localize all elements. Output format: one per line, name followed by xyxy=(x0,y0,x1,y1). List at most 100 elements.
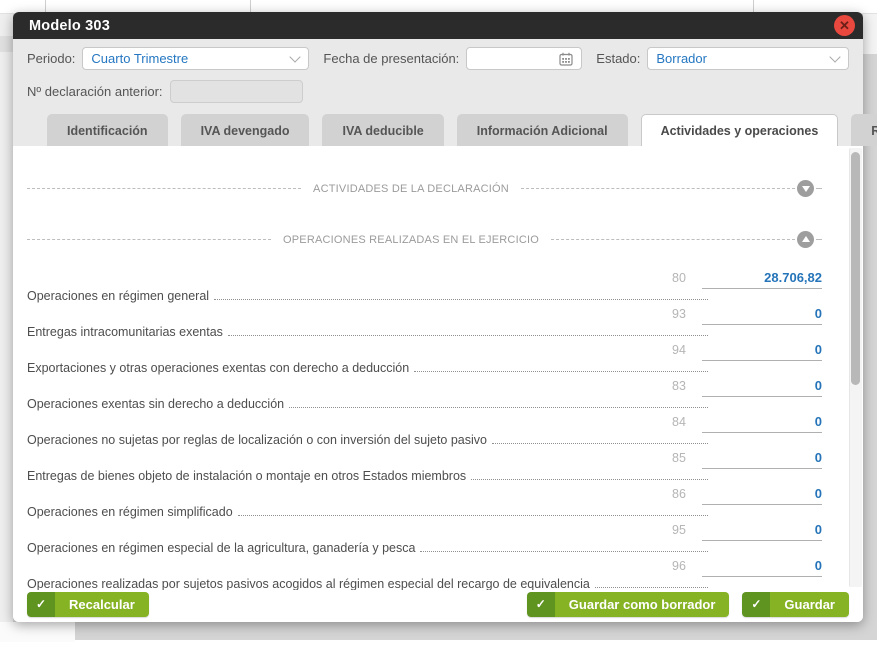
dotted-leader xyxy=(289,407,708,408)
form-row-2: Nº declaración anterior: xyxy=(27,80,849,103)
dashed-divider xyxy=(27,188,302,189)
form-header-area: Periodo: Cuarto Trimestre Fecha de prese… xyxy=(13,39,877,146)
operation-row: 83 0 Operaciones exentas sin derecho a d… xyxy=(27,376,822,412)
fecha-input[interactable] xyxy=(466,47,583,70)
operation-row-label-line: Operaciones no sujetas por reglas de loc… xyxy=(27,433,710,447)
tab-iva-deducible[interactable]: IVA deducible xyxy=(322,114,444,146)
tab-label: Actividades y operaciones xyxy=(660,123,819,138)
operation-row-label-line: Operaciones en régimen especial de la ag… xyxy=(27,541,710,555)
operation-row-values: 83 0 xyxy=(672,378,822,397)
operation-row-label-line: Entregas de bienes objeto de instalación… xyxy=(27,469,710,483)
operation-row: 94 0 Exportaciones y otras operaciones e… xyxy=(27,340,822,376)
tab-iva-devengado[interactable]: IVA devengado xyxy=(180,114,310,146)
chevron-down-icon xyxy=(829,50,841,63)
operation-label: Operaciones en régimen simplificado xyxy=(27,505,233,519)
value-input[interactable]: 28.706,82 xyxy=(702,270,822,289)
section-header-operaciones: OPERACIONES REALIZADAS EN EL EJERCICIO xyxy=(27,231,823,248)
operation-row-values: 86 0 xyxy=(672,486,822,505)
dialog-title: Modelo 303 xyxy=(29,17,110,34)
operation-row-values: 95 0 xyxy=(672,522,822,541)
operation-row: 86 0 Operaciones en régimen simplificado xyxy=(27,484,822,520)
close-button[interactable]: ✕ xyxy=(834,15,855,36)
box-number: 95 xyxy=(672,523,686,537)
periodo-select[interactable]: Cuarto Trimestre xyxy=(82,47,310,70)
estado-select[interactable]: Borrador xyxy=(647,47,849,70)
estado-field-group: Estado: Borrador xyxy=(596,47,849,70)
dashed-divider xyxy=(27,239,272,240)
chevron-up-icon xyxy=(801,236,810,242)
box-number: 85 xyxy=(672,451,686,465)
value-input[interactable]: 0 xyxy=(702,414,822,433)
operation-row-values: 93 0 xyxy=(672,306,822,325)
tab-content-actividades: ACTIVIDADES DE LA DECLARACIÓN OPERACIONE… xyxy=(13,146,863,590)
declaracion-anterior-field-group: Nº declaración anterior: xyxy=(27,80,303,103)
recalcular-button[interactable]: ✓ Recalcular xyxy=(27,591,149,617)
dashed-divider xyxy=(816,239,823,240)
value-input[interactable]: 0 xyxy=(702,450,822,469)
dashed-divider xyxy=(816,188,822,189)
background-page-corner xyxy=(0,622,75,642)
box-number: 93 xyxy=(672,307,686,321)
operation-row-label-line: Entregas intracomunitarias exentas xyxy=(27,325,710,339)
chevron-down-icon xyxy=(801,186,810,192)
form-row-1: Periodo: Cuarto Trimestre Fecha de prese… xyxy=(27,47,849,70)
box-number: 83 xyxy=(672,379,686,393)
tab-label: Identificación xyxy=(67,123,148,138)
section-collapse-toggle[interactable] xyxy=(797,231,815,248)
tab-identificaci-n[interactable]: Identificación xyxy=(47,114,168,146)
value-input[interactable]: 0 xyxy=(702,378,822,397)
operation-row: 93 0 Entregas intracomunitarias exentas xyxy=(27,304,822,340)
box-number: 80 xyxy=(672,271,686,285)
operation-row: 85 0 Entregas de bienes objeto de instal… xyxy=(27,448,822,484)
background-page-right xyxy=(863,14,877,54)
operation-row-label-line: Operaciones en régimen simplificado xyxy=(27,505,710,519)
box-number: 86 xyxy=(672,487,686,501)
fecha-field-group: Fecha de presentación: xyxy=(323,47,583,70)
dashed-divider xyxy=(520,188,795,189)
value-input[interactable]: 0 xyxy=(702,306,822,325)
operation-row-label-line: Operaciones en régimen general xyxy=(27,289,710,303)
dotted-leader xyxy=(471,479,708,480)
box-number: 96 xyxy=(672,559,686,573)
close-icon: ✕ xyxy=(839,18,850,33)
fecha-label: Fecha de presentación: xyxy=(323,51,460,66)
value-input[interactable]: 0 xyxy=(702,342,822,361)
check-icon: ✓ xyxy=(742,591,771,617)
background-table-divider xyxy=(753,0,754,14)
operation-row-values: 94 0 xyxy=(672,342,822,361)
operation-label: Entregas intracomunitarias exentas xyxy=(27,325,223,339)
operation-label: Operaciones realizadas por sujetos pasiv… xyxy=(27,577,590,590)
check-icon: ✓ xyxy=(27,591,55,617)
operations-list: 80 28.706,82 Operaciones en régimen gene… xyxy=(27,268,822,590)
scrollbar-thumb[interactable] xyxy=(851,152,860,385)
tab-informaci-n-adicional[interactable]: Información Adicional xyxy=(456,114,628,146)
operation-label: Operaciones en régimen general xyxy=(27,289,210,303)
dashed-divider xyxy=(551,239,796,240)
periodo-field-group: Periodo: Cuarto Trimestre xyxy=(27,47,310,70)
tab-resultado[interactable]: Resultado xyxy=(851,114,877,146)
operation-label: Operaciones no sujetas por reglas de loc… xyxy=(27,433,487,447)
value-input[interactable]: 0 xyxy=(702,522,822,541)
guardar-button[interactable]: ✓ Guardar xyxy=(742,591,849,617)
guardar-como-borrador-button[interactable]: ✓ Guardar como borrador xyxy=(526,591,730,617)
dialog-footer: ✓ Recalcular ✓ Guardar como borrador ✓ G… xyxy=(13,590,863,622)
operation-row: 84 0 Operaciones no sujetas por reglas d… xyxy=(27,412,822,448)
section-title: OPERACIONES REALIZADAS EN EL EJERCICIO xyxy=(283,233,539,246)
value-input[interactable]: 0 xyxy=(702,486,822,505)
value-input[interactable]: 0 xyxy=(702,558,822,577)
dotted-leader xyxy=(214,299,708,300)
declaracion-anterior-label: Nº declaración anterior: xyxy=(27,84,163,99)
operation-label: Operaciones exentas sin derecho a deducc… xyxy=(27,397,285,411)
periodo-label: Periodo: xyxy=(27,51,76,66)
operation-label: Entregas de bienes objeto de instalación… xyxy=(27,469,467,483)
section-collapse-toggle[interactable] xyxy=(797,180,814,197)
background-page-left xyxy=(0,14,13,622)
tab-actividades-y-operaciones[interactable]: Actividades y operaciones xyxy=(640,114,839,146)
estado-value: Borrador xyxy=(656,51,707,66)
calendar-icon[interactable] xyxy=(559,52,573,66)
operation-row-label-line: Operaciones exentas sin derecho a deducc… xyxy=(27,397,710,411)
dotted-leader xyxy=(237,515,708,516)
operation-label: Operaciones en régimen especial de la ag… xyxy=(27,541,416,555)
scrollbar-track[interactable] xyxy=(849,148,862,587)
operation-row-values: 96 0 xyxy=(672,558,822,577)
